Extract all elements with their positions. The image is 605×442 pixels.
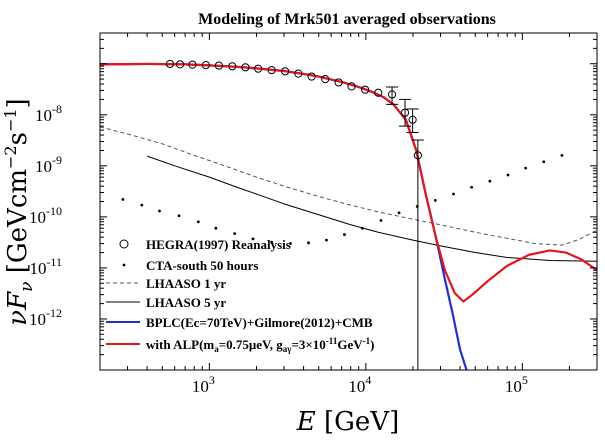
cta-dot	[452, 192, 455, 196]
y-tick-label: 10-9	[35, 153, 62, 176]
legend-item-cta: CTA-south 50 hours	[122, 258, 258, 273]
cta-dot	[307, 241, 310, 245]
cta-dot	[470, 185, 474, 189]
hegra-point	[408, 115, 417, 124]
cta-dot	[506, 173, 510, 177]
hegra-point	[361, 85, 370, 94]
cta-dot	[121, 197, 125, 201]
hegra-point	[413, 151, 422, 160]
cta-dot	[560, 154, 564, 157]
series-line-lhaaso-1yr	[100, 126, 597, 246]
cta-dot	[360, 226, 364, 230]
legend-item-lhaaso-5yr: LHAASO 5 yr	[106, 295, 226, 310]
cta-dot	[397, 211, 401, 215]
series-line-lhaaso-5yr	[146, 155, 597, 262]
hegra-point	[321, 74, 330, 84]
y-tick-label: 10-10	[29, 204, 62, 227]
cta-dot	[524, 166, 528, 170]
hegra-point	[281, 67, 290, 76]
hegra-point	[400, 108, 410, 117]
legend-label-hegra: HEGRA(1997) Reanalysis	[146, 237, 291, 252]
y-axis-label: νFν [GeVcm−2s−1]	[1, 98, 37, 325]
cta-dot	[379, 219, 383, 222]
hegra-point	[307, 72, 316, 81]
svg-text:νFν [GeVcm−2s−1]: νFν [GeVcm−2s−1]	[1, 98, 37, 325]
cta-dot	[433, 199, 437, 202]
legend-label-bplc: BPLC(Ec=70TeV)+Gilmore(2012)+CMB	[146, 315, 373, 330]
y-tick-label: 10-12	[29, 306, 62, 329]
hegra-point	[387, 90, 397, 99]
hegra-point	[214, 61, 223, 70]
legend-dot-marker	[122, 263, 126, 267]
cta-dot	[233, 232, 237, 236]
cta-dot	[196, 220, 200, 224]
legend-label-lhaaso-5yr: LHAASO 5 yr	[146, 295, 226, 310]
hegra-point	[201, 61, 210, 70]
cta-dot	[177, 214, 181, 218]
hegra-point	[374, 88, 383, 97]
y-tick-label: 10-11	[29, 255, 62, 278]
cta-dot	[325, 238, 328, 242]
x-tick-label: 104	[348, 373, 371, 396]
x-tick-label: 103	[192, 373, 215, 396]
hegra-point	[267, 66, 276, 75]
y-tick-label: 10-8	[35, 102, 62, 125]
hegra-point	[188, 60, 197, 69]
legend-label-alp: with ALP(ma=0.75μeV, gaγ=3×10-11GeV-1)	[146, 336, 374, 354]
cta-dot	[289, 242, 292, 245]
series-line-alp	[100, 62, 597, 303]
legend: HEGRA(1997) Reanalysis CTA-south 50 hour…	[106, 237, 374, 354]
cta-dot	[158, 209, 161, 213]
cta-dot	[251, 237, 255, 241]
legend-item-alp: with ALP(ma=0.75μeV, gaγ=3×10-11GeV-1)	[106, 336, 374, 354]
legend-label-lhaaso-1yr: LHAASO 1 yr	[146, 276, 226, 291]
cta-dot	[140, 203, 144, 207]
hegra-point	[228, 62, 237, 71]
hegra-point	[347, 82, 356, 91]
cta-dot	[542, 160, 546, 164]
chart-title: Modeling of Mrk501 averaged observations	[198, 11, 496, 28]
hegra-point	[176, 60, 185, 69]
hegra-point	[165, 59, 175, 69]
legend-item-hegra: HEGRA(1997) Reanalysis	[119, 237, 291, 252]
legend-item-lhaaso-1yr: LHAASO 1 yr	[106, 276, 226, 291]
cta-dot	[343, 233, 346, 236]
hegra-point	[241, 63, 250, 72]
x-tick-label: 105	[505, 373, 528, 396]
cta-dot	[488, 179, 492, 183]
plot-frame	[99, 32, 598, 371]
legend-circle-marker	[119, 239, 129, 249]
hegra-point	[294, 69, 303, 78]
legend-item-bplc: BPLC(Ec=70TeV)+Gilmore(2012)+CMB	[106, 315, 373, 330]
x-axis-label: E [GeV]	[296, 407, 399, 437]
hegra-point	[254, 64, 263, 73]
hegra-point	[334, 78, 343, 87]
cta-dot	[214, 226, 218, 230]
cta-dot	[270, 240, 274, 244]
legend-label-cta: CTA-south 50 hours	[146, 258, 258, 273]
